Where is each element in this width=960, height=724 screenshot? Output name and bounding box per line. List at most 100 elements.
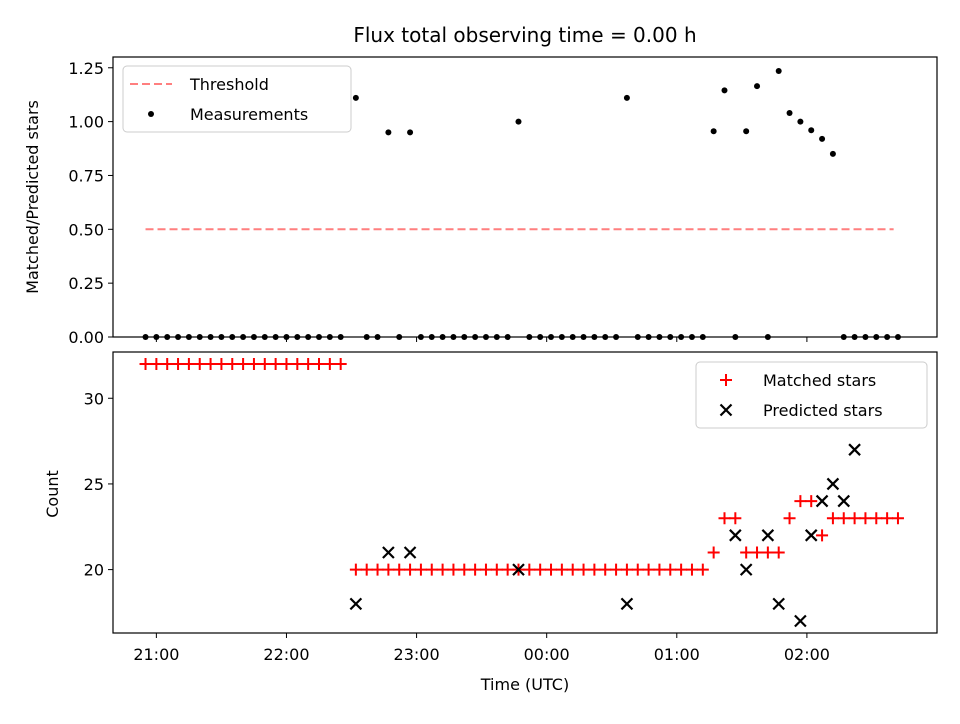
x-tick-label: 02:00	[784, 645, 830, 664]
plot-frame	[112, 351, 938, 634]
matched-star-point	[599, 563, 612, 576]
measurement-point	[407, 129, 414, 136]
matched-star-point	[783, 512, 796, 525]
matched-star-point	[139, 357, 152, 370]
matched-star-point	[150, 357, 163, 370]
matched-star-point	[237, 357, 250, 370]
y-tick-label: 0.25	[68, 274, 104, 293]
matched-star-point	[447, 563, 460, 576]
predicted-star-point	[848, 443, 861, 456]
matched-star-point	[577, 563, 590, 576]
matched-star-point	[664, 563, 677, 576]
x-axis-label: Time (UTC)	[480, 675, 569, 694]
matched-star-point	[696, 563, 709, 576]
matched-star-point	[588, 563, 601, 576]
matched-star-point	[393, 563, 406, 576]
legend: Threshold Measurements	[122, 65, 352, 133]
x-tick-label: 22:00	[263, 645, 309, 664]
legend-box	[122, 65, 352, 133]
matched-star-point	[566, 563, 579, 576]
y-tick-label: 30	[84, 389, 104, 408]
matched-star-point	[653, 563, 666, 576]
measurement-point	[721, 87, 728, 94]
matched-star-point	[534, 563, 547, 576]
measurement-point	[819, 135, 826, 142]
matched-star-point	[247, 357, 260, 370]
measurement-point	[515, 118, 522, 125]
y-tick-label: 0.50	[68, 220, 104, 239]
legend-matched-label: Matched stars	[763, 371, 876, 390]
matched-star-point	[458, 563, 471, 576]
measurement-point	[352, 94, 359, 101]
legend-matched-swatch	[720, 374, 732, 386]
plot-frame	[112, 56, 938, 338]
matched-star-point	[620, 563, 633, 576]
predicted-star-point	[403, 546, 417, 559]
matched-star-point	[280, 357, 293, 370]
matched-star-point	[870, 512, 883, 525]
predicted-star-point	[739, 563, 753, 576]
x-tick-label: 21:00	[133, 645, 179, 664]
predicted-star-point	[794, 614, 807, 628]
matched-star-point	[881, 512, 894, 525]
legend-measurement-swatch	[148, 111, 154, 117]
matched-star-point	[848, 512, 861, 525]
matched-star-point	[349, 563, 362, 576]
measurement-point	[623, 94, 630, 101]
matched-star-point	[826, 512, 839, 525]
matched-star-point	[740, 546, 753, 559]
legend: Matched stars Predicted stars	[695, 361, 928, 429]
legend-threshold-label: Threshold	[189, 75, 269, 94]
measurement-point	[829, 150, 836, 157]
matched-star-point	[761, 546, 774, 559]
predicted-star-point	[837, 494, 851, 508]
predicted-star-point	[349, 597, 363, 611]
top-y-axis-label: Matched/Predicted stars	[23, 100, 42, 294]
matched-star-point	[204, 357, 217, 370]
matched-star-point	[436, 563, 449, 576]
predicted-star-point	[815, 494, 829, 508]
matched-star-point	[414, 563, 427, 576]
matched-star-point	[323, 357, 336, 370]
legend-predicted-swatch	[719, 403, 733, 417]
predicted-star-point	[729, 529, 742, 542]
matched-star-point	[555, 563, 568, 576]
matched-star-point	[334, 357, 347, 370]
matched-star-point	[631, 563, 644, 576]
matched-star-point	[302, 357, 315, 370]
legend-predicted-label: Predicted stars	[763, 401, 883, 420]
y-tick-label: 1.00	[68, 113, 104, 132]
measurement-point	[710, 128, 717, 135]
matched-star-point	[371, 563, 384, 576]
matched-star-point	[675, 563, 688, 576]
matched-star-point	[816, 529, 829, 542]
x-tick-label: 23:00	[394, 645, 440, 664]
top-plot: 0.00 0.25 0.50 0.75 1.00 1.25 Threshold Measure…	[68, 56, 938, 347]
matched-star-point	[794, 495, 807, 508]
matched-star-point	[772, 546, 785, 559]
x-tick-label: 00:00	[524, 645, 570, 664]
matched-star-point	[226, 357, 239, 370]
measurement-point	[775, 68, 782, 74]
predicted-star-point	[804, 529, 818, 542]
measurement-point	[385, 129, 392, 136]
predicted-star-point	[761, 529, 775, 542]
matched-star-point	[718, 512, 731, 525]
measurement-point	[797, 118, 804, 125]
matched-star-point	[545, 563, 558, 576]
matched-star-point	[182, 357, 195, 370]
x-tick-label: 01:00	[654, 645, 700, 664]
predicted-star-point	[620, 597, 634, 611]
predicted-star-point	[382, 546, 395, 559]
y-tick-label: 0.00	[68, 328, 104, 347]
predicted-star-point	[826, 477, 840, 491]
bottom-plot: 20 25 30 21:00 22:00 23:00 00:00 01:00 02:00 Matc…	[84, 351, 938, 664]
y-tick-label: 20	[84, 561, 104, 580]
legend-measurement-label: Measurements	[190, 105, 308, 124]
matched-star-point	[382, 563, 395, 576]
matched-star-point	[490, 563, 503, 576]
matched-star-point	[523, 563, 536, 576]
measurement-point	[786, 110, 793, 116]
matched-star-point	[215, 357, 228, 370]
matched-star-point	[469, 563, 482, 576]
